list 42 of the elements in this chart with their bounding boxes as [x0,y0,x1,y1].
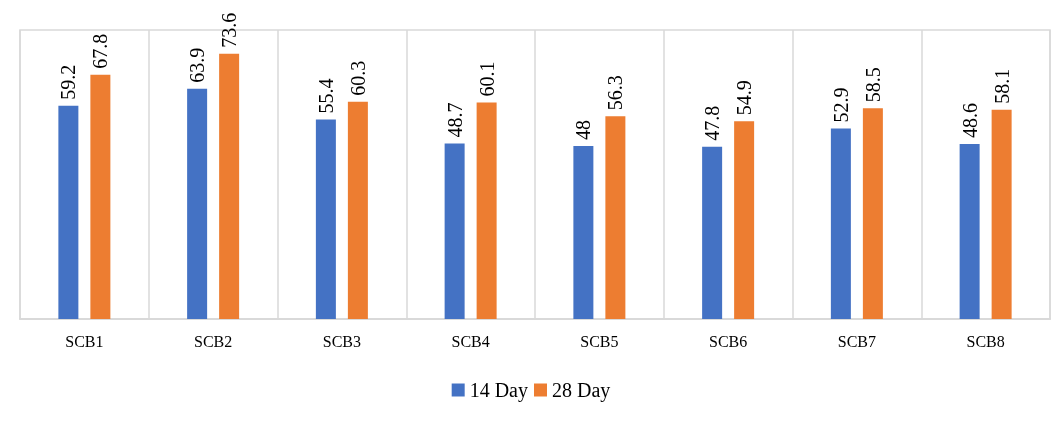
bar [219,53,240,319]
data-label: 67.8 [89,33,112,69]
data-label: 47.8 [701,105,724,141]
x-tick-label: SCB3 [322,332,361,350]
x-tick-label: SCB8 [966,332,1005,350]
bar [702,146,723,319]
bar [573,146,594,319]
data-label: 59.2 [57,64,80,100]
x-tick-label: SCB7 [837,332,876,350]
data-label: 60.3 [346,60,369,96]
bar [830,128,851,319]
data-label: 73.6 [218,12,241,48]
bar [187,88,208,319]
bar [959,143,980,319]
bar [347,101,368,319]
x-tick-label: SCB6 [709,332,748,350]
bar [991,109,1012,319]
bar [734,121,755,319]
data-label: 52.9 [829,87,852,123]
data-label: 60.1 [475,61,498,97]
data-label: 55.4 [314,78,337,114]
data-label: 56.3 [604,75,627,111]
bar [862,108,883,319]
data-label: 54.9 [733,80,756,116]
data-label: 63.9 [186,47,209,83]
data-label: 48.6 [958,102,981,138]
x-tick-label: SCB1 [65,332,104,350]
x-tick-label: SCB4 [451,332,490,350]
legend-label: 14 Day [469,379,529,402]
bar [444,143,465,319]
data-label: 48.7 [443,102,466,138]
bar [605,116,626,319]
bar [58,105,79,319]
x-tick-label: SCB5 [580,332,619,350]
x-tick-label: SCB2 [194,332,233,350]
data-label: 48 [572,120,595,141]
legend-label: 28 Day [552,379,611,402]
bar [315,119,336,319]
data-label: 58.1 [990,68,1013,104]
bar [476,102,497,319]
bar [90,74,111,319]
data-label: 58.5 [861,67,884,103]
